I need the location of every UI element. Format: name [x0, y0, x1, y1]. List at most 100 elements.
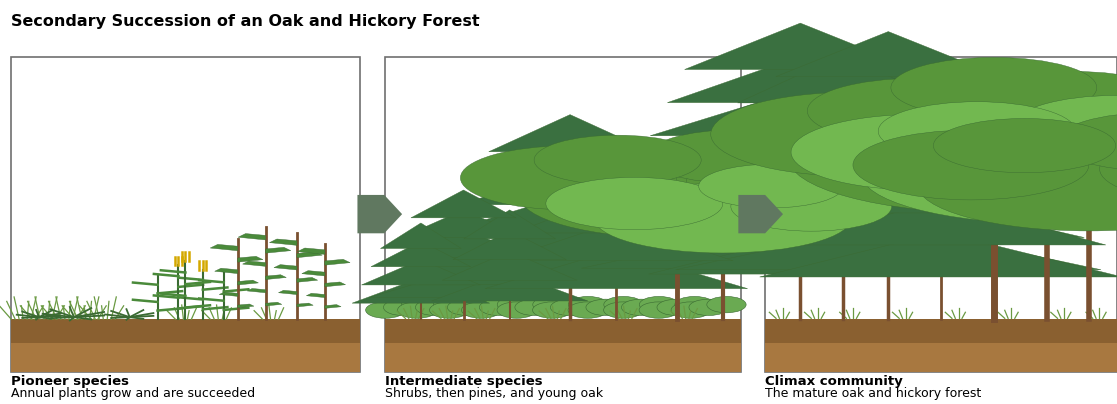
Polygon shape: [685, 23, 916, 69]
Polygon shape: [390, 230, 536, 258]
Bar: [385, 338, 741, 372]
Ellipse shape: [689, 299, 728, 316]
Polygon shape: [266, 247, 290, 253]
Ellipse shape: [533, 302, 572, 318]
Ellipse shape: [699, 164, 843, 208]
Polygon shape: [776, 32, 1001, 77]
Polygon shape: [269, 239, 297, 245]
Ellipse shape: [955, 72, 1117, 141]
Polygon shape: [528, 166, 704, 205]
Polygon shape: [843, 72, 1039, 117]
Polygon shape: [214, 268, 238, 274]
Ellipse shape: [534, 135, 701, 185]
Text: Intermediate species: Intermediate species: [385, 375, 543, 388]
Text: The mature oak and hickory forest
remains stable until the next disturbance.: The mature oak and hickory forest remain…: [765, 387, 1028, 404]
Polygon shape: [581, 222, 1020, 268]
Polygon shape: [357, 195, 402, 234]
Polygon shape: [370, 269, 557, 297]
Polygon shape: [325, 259, 350, 265]
Ellipse shape: [675, 297, 714, 313]
Bar: [765, 57, 1117, 372]
Ellipse shape: [401, 297, 440, 313]
Ellipse shape: [515, 299, 554, 316]
Polygon shape: [701, 124, 983, 171]
Ellipse shape: [861, 123, 1117, 223]
Ellipse shape: [639, 297, 679, 313]
Polygon shape: [667, 192, 1019, 240]
Bar: [385, 319, 741, 343]
Polygon shape: [633, 122, 967, 169]
Polygon shape: [297, 248, 325, 255]
Ellipse shape: [603, 302, 643, 318]
Ellipse shape: [460, 146, 677, 210]
Text: Shrubs, then pines, and young oak
and hickory begin to grow.: Shrubs, then pines, and young oak and hi…: [385, 387, 603, 404]
Ellipse shape: [687, 151, 884, 212]
Polygon shape: [489, 115, 651, 152]
Polygon shape: [743, 96, 1034, 141]
Polygon shape: [461, 168, 679, 205]
Polygon shape: [381, 223, 461, 248]
Polygon shape: [649, 226, 1037, 274]
Ellipse shape: [466, 297, 505, 313]
Polygon shape: [726, 128, 1051, 173]
Polygon shape: [442, 251, 577, 280]
Polygon shape: [693, 192, 1085, 238]
Ellipse shape: [586, 299, 626, 316]
Polygon shape: [650, 89, 951, 136]
Polygon shape: [810, 136, 1072, 181]
Polygon shape: [238, 256, 262, 262]
Polygon shape: [266, 275, 286, 280]
Polygon shape: [793, 168, 1089, 213]
Ellipse shape: [934, 118, 1116, 173]
Polygon shape: [352, 278, 489, 303]
Polygon shape: [242, 261, 266, 266]
Polygon shape: [238, 280, 258, 285]
Ellipse shape: [533, 297, 572, 313]
Ellipse shape: [808, 78, 1027, 143]
Bar: [11, 319, 360, 343]
Ellipse shape: [710, 92, 994, 176]
Ellipse shape: [519, 153, 834, 238]
Ellipse shape: [594, 183, 851, 253]
Polygon shape: [266, 302, 281, 306]
Ellipse shape: [398, 302, 437, 318]
Polygon shape: [302, 271, 325, 276]
Polygon shape: [599, 189, 1002, 235]
Ellipse shape: [1058, 121, 1117, 192]
Polygon shape: [297, 252, 322, 258]
Ellipse shape: [787, 101, 1117, 213]
Polygon shape: [420, 247, 720, 284]
Polygon shape: [210, 244, 238, 251]
Ellipse shape: [1012, 95, 1117, 158]
Text: Annual plants grow and are succeeded
by grasses and perennials.: Annual plants grow and are succeeded by …: [11, 387, 256, 404]
Polygon shape: [247, 288, 266, 293]
Polygon shape: [278, 290, 297, 295]
Polygon shape: [738, 195, 783, 234]
Polygon shape: [362, 259, 480, 285]
Bar: [765, 338, 1117, 372]
Polygon shape: [827, 104, 1056, 149]
Ellipse shape: [430, 302, 469, 318]
Ellipse shape: [1099, 136, 1117, 202]
Polygon shape: [238, 234, 266, 240]
Ellipse shape: [1006, 99, 1117, 179]
Ellipse shape: [657, 299, 696, 316]
Text: Pioneer species: Pioneer species: [11, 375, 130, 388]
Ellipse shape: [448, 299, 487, 316]
Polygon shape: [760, 64, 1018, 109]
Polygon shape: [760, 232, 1117, 277]
Ellipse shape: [853, 130, 1089, 200]
Polygon shape: [297, 303, 313, 307]
Ellipse shape: [416, 299, 455, 316]
Bar: [385, 57, 741, 372]
Ellipse shape: [917, 138, 1117, 231]
Polygon shape: [485, 250, 747, 288]
Ellipse shape: [461, 302, 500, 318]
Polygon shape: [306, 293, 325, 298]
Ellipse shape: [433, 297, 472, 313]
Polygon shape: [401, 210, 526, 238]
Ellipse shape: [671, 302, 710, 318]
Text: Secondary Succession of an Oak and Hickory Forest: Secondary Succession of an Oak and Hicko…: [11, 14, 480, 29]
Polygon shape: [543, 138, 690, 177]
Ellipse shape: [365, 302, 404, 318]
